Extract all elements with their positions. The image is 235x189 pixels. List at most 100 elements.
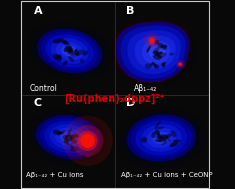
Ellipse shape [56, 42, 83, 60]
Ellipse shape [162, 45, 167, 50]
Ellipse shape [64, 134, 74, 138]
Polygon shape [142, 41, 170, 64]
Text: Aβ₁₋₄₂ + Cu ions + CeONP: Aβ₁₋₄₂ + Cu ions + CeONP [121, 172, 212, 178]
Ellipse shape [153, 47, 160, 54]
Ellipse shape [120, 21, 197, 85]
Ellipse shape [160, 44, 167, 48]
Ellipse shape [159, 137, 167, 141]
Ellipse shape [63, 116, 113, 166]
Ellipse shape [67, 136, 75, 142]
Ellipse shape [179, 63, 182, 66]
Ellipse shape [78, 131, 98, 151]
Ellipse shape [70, 53, 75, 57]
Text: [Ru(phen)₂dppz]²⁺: [Ru(phen)₂dppz]²⁺ [65, 94, 165, 104]
Ellipse shape [80, 134, 95, 148]
Ellipse shape [144, 33, 160, 49]
Ellipse shape [57, 54, 62, 59]
Ellipse shape [40, 118, 98, 156]
Ellipse shape [149, 37, 155, 44]
Polygon shape [127, 30, 181, 74]
Ellipse shape [146, 45, 151, 53]
Ellipse shape [147, 128, 176, 148]
Ellipse shape [164, 134, 171, 139]
Polygon shape [115, 22, 189, 82]
Ellipse shape [55, 128, 82, 146]
Ellipse shape [65, 139, 69, 145]
Ellipse shape [150, 38, 154, 43]
Polygon shape [135, 36, 176, 69]
Ellipse shape [60, 131, 77, 143]
Ellipse shape [72, 125, 103, 157]
Ellipse shape [172, 140, 181, 142]
Ellipse shape [170, 141, 178, 147]
Ellipse shape [46, 35, 94, 67]
Text: A: A [34, 6, 42, 16]
Ellipse shape [121, 111, 201, 165]
Ellipse shape [157, 133, 161, 138]
Ellipse shape [65, 46, 73, 52]
Ellipse shape [61, 45, 78, 57]
Ellipse shape [31, 112, 106, 162]
Ellipse shape [72, 52, 80, 56]
Ellipse shape [128, 27, 189, 79]
Ellipse shape [68, 56, 74, 62]
Ellipse shape [155, 121, 161, 128]
Ellipse shape [151, 132, 157, 138]
Ellipse shape [53, 129, 62, 135]
Polygon shape [121, 25, 186, 79]
Ellipse shape [74, 50, 79, 55]
Ellipse shape [44, 121, 93, 153]
Ellipse shape [161, 136, 165, 142]
Ellipse shape [140, 138, 145, 143]
Ellipse shape [126, 114, 196, 162]
Ellipse shape [80, 59, 84, 64]
Ellipse shape [67, 128, 72, 133]
Text: Control: Control [30, 84, 58, 93]
Text: B: B [126, 6, 135, 16]
Ellipse shape [153, 51, 159, 55]
Ellipse shape [70, 136, 75, 140]
Ellipse shape [145, 63, 152, 69]
Polygon shape [112, 19, 192, 85]
Ellipse shape [169, 53, 174, 55]
Ellipse shape [155, 52, 163, 54]
Ellipse shape [68, 47, 74, 54]
Ellipse shape [86, 134, 91, 142]
Ellipse shape [141, 124, 182, 152]
Ellipse shape [65, 132, 71, 138]
Text: D: D [126, 98, 136, 108]
Ellipse shape [64, 137, 68, 143]
Ellipse shape [178, 62, 182, 66]
Ellipse shape [59, 38, 68, 45]
Ellipse shape [65, 48, 74, 54]
Ellipse shape [81, 145, 87, 149]
Ellipse shape [54, 55, 62, 61]
Ellipse shape [157, 52, 162, 56]
Ellipse shape [82, 50, 88, 56]
Ellipse shape [156, 135, 162, 140]
Ellipse shape [69, 144, 77, 149]
Ellipse shape [41, 31, 98, 71]
Polygon shape [114, 20, 191, 84]
Ellipse shape [162, 62, 166, 65]
Ellipse shape [63, 61, 68, 66]
Text: Aβ₁₋₄₂ + Cu ions: Aβ₁₋₄₂ + Cu ions [26, 172, 84, 178]
Ellipse shape [125, 113, 198, 163]
Ellipse shape [155, 127, 164, 129]
Ellipse shape [154, 64, 159, 69]
Ellipse shape [163, 135, 168, 139]
Ellipse shape [32, 25, 107, 77]
Ellipse shape [125, 25, 192, 81]
Ellipse shape [157, 135, 166, 141]
Ellipse shape [53, 54, 60, 59]
Ellipse shape [116, 107, 207, 169]
Ellipse shape [75, 49, 84, 56]
Ellipse shape [158, 139, 162, 142]
Ellipse shape [50, 124, 88, 150]
Ellipse shape [64, 134, 73, 140]
Ellipse shape [131, 117, 192, 159]
Ellipse shape [153, 55, 161, 60]
Ellipse shape [162, 62, 165, 67]
Text: C: C [34, 98, 42, 108]
Ellipse shape [71, 139, 77, 144]
